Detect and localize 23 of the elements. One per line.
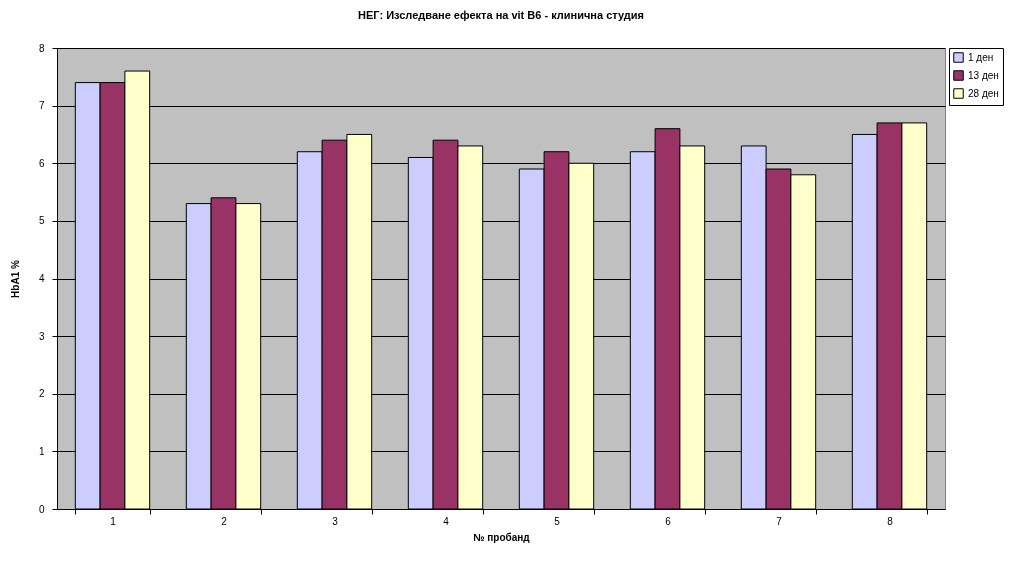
y-tick-label: 7 [38, 100, 45, 112]
x-tick-label: 4 [443, 515, 450, 527]
x-tick-label: 5 [554, 515, 561, 527]
y-tick-label: 3 [38, 330, 45, 342]
y-tick-label: 0 [38, 503, 45, 515]
y-tick-label: 8 [38, 42, 45, 54]
y-tick-label: 2 [38, 388, 45, 400]
x-tick-label: 1 [110, 515, 117, 527]
x-axis-title: № пробанд [473, 531, 531, 543]
legend-label: 1 ден [968, 51, 994, 63]
x-tick-label: 2 [221, 515, 228, 527]
x-tick-label: 6 [665, 515, 672, 527]
y-tick-label: 4 [38, 273, 45, 284]
y-tick-label: 1 [38, 445, 45, 457]
x-tick-label: 3 [332, 515, 339, 527]
legend-label: 28 ден [968, 87, 999, 99]
x-tick-label: 8 [887, 515, 894, 527]
y-axis-title: HbA1 % [9, 260, 21, 298]
legend-label: 13 ден [968, 69, 999, 81]
x-tick-label: 7 [776, 515, 783, 527]
y-tick-label: 5 [38, 215, 45, 227]
chart-title: НЕГ: Изследване ефекта на vit B6 - клинична студия [358, 9, 644, 21]
y-tick-label: 6 [38, 157, 45, 169]
